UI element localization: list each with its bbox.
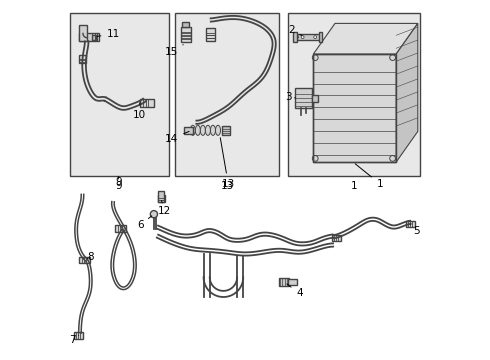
Ellipse shape: [196, 125, 200, 135]
Text: 9: 9: [115, 181, 122, 192]
Bar: [314, 54, 396, 162]
Polygon shape: [314, 23, 418, 54]
Bar: [294, 34, 320, 40]
Bar: [79, 257, 90, 263]
Text: 7: 7: [69, 335, 79, 345]
Bar: [293, 32, 297, 42]
Polygon shape: [396, 23, 418, 162]
Text: 10: 10: [133, 103, 146, 120]
Bar: [92, 35, 97, 40]
Bar: [314, 54, 396, 162]
Text: 12: 12: [158, 201, 171, 216]
Text: 5: 5: [411, 224, 420, 236]
Text: 2: 2: [288, 24, 302, 36]
Bar: [295, 88, 312, 108]
Ellipse shape: [216, 125, 220, 135]
Bar: [79, 25, 87, 41]
Text: 1: 1: [351, 181, 357, 192]
Text: 8: 8: [87, 252, 94, 262]
Bar: [74, 332, 83, 339]
Bar: [180, 27, 191, 42]
Text: 6: 6: [137, 216, 152, 230]
Bar: [288, 13, 419, 176]
Bar: [184, 127, 193, 134]
Ellipse shape: [200, 125, 205, 135]
Text: 13: 13: [220, 181, 234, 192]
Text: 3: 3: [285, 92, 295, 102]
Bar: [79, 33, 99, 41]
Text: 4: 4: [287, 284, 303, 298]
Bar: [279, 278, 289, 286]
Circle shape: [314, 36, 317, 39]
Circle shape: [296, 36, 298, 39]
Text: 15: 15: [165, 45, 183, 57]
Bar: [206, 28, 215, 40]
Bar: [158, 195, 165, 202]
Text: 9: 9: [115, 176, 122, 187]
Bar: [406, 221, 415, 227]
Bar: [221, 126, 229, 135]
Bar: [158, 191, 164, 202]
Text: 11: 11: [98, 29, 120, 39]
Bar: [79, 55, 86, 63]
Bar: [332, 235, 342, 241]
Bar: [182, 22, 189, 27]
Bar: [288, 279, 297, 285]
Bar: [319, 32, 321, 42]
Bar: [175, 13, 279, 176]
Text: 14: 14: [165, 131, 189, 144]
Text: 13: 13: [220, 138, 235, 189]
Ellipse shape: [190, 125, 196, 135]
Ellipse shape: [210, 125, 216, 135]
Circle shape: [150, 211, 157, 218]
Circle shape: [301, 36, 304, 39]
Bar: [71, 13, 170, 176]
Ellipse shape: [205, 125, 210, 135]
Bar: [312, 95, 318, 102]
Bar: [140, 99, 154, 107]
Bar: [116, 225, 126, 232]
Text: 1: 1: [355, 164, 383, 189]
